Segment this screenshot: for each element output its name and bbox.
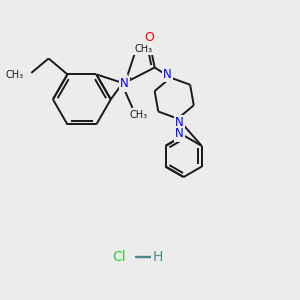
Text: N: N — [120, 77, 129, 90]
Text: CH₃: CH₃ — [134, 44, 152, 54]
Text: O: O — [145, 31, 154, 44]
Text: N: N — [163, 68, 172, 81]
Text: Cl: Cl — [112, 250, 126, 264]
Text: H: H — [153, 250, 163, 264]
Text: N: N — [175, 128, 184, 140]
Text: CH₃: CH₃ — [5, 70, 23, 80]
Text: N: N — [175, 116, 184, 130]
Text: CH₃: CH₃ — [130, 110, 148, 119]
